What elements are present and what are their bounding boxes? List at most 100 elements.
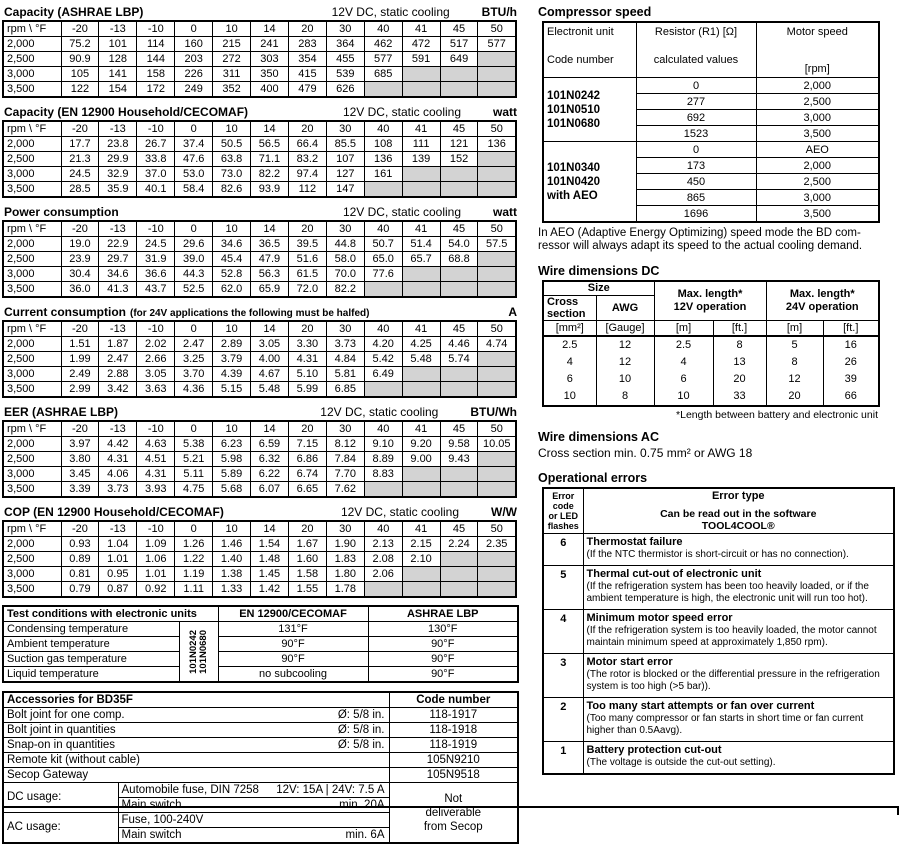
- value-cell: 649: [439, 51, 479, 67]
- speed-value: 3,500: [755, 205, 880, 223]
- table-row: Bolt joint in quantities Ø: 5/8 in. 118-19…: [2, 722, 519, 738]
- item-name: Secop Gateway: [7, 768, 89, 781]
- shaded-cell: [401, 481, 441, 498]
- data-grid: rpm \ °F -20 -13 -10 0 10 14 20 30 40 41 45 50 2,000 1…: [2, 220, 517, 298]
- value-cell: 5.21: [174, 451, 214, 467]
- col-header: 0: [174, 20, 214, 37]
- table-row: 10 8 10 33 20 66: [542, 388, 880, 406]
- error-name: Thermostat failure: [586, 536, 683, 548]
- table-unit: A: [508, 305, 517, 319]
- row-label: 2,000: [2, 136, 62, 152]
- table-row: 3,500 3.39 3.73 3.93 4.75 5.68 6.07 6.65 7.62: [2, 481, 517, 498]
- value-cell: 29.7: [98, 251, 138, 267]
- value-cell: 1.40: [212, 551, 252, 567]
- shaded-cell: [439, 481, 479, 498]
- value-cell: 6.86: [287, 451, 327, 467]
- item-code: 118-1918: [388, 722, 519, 738]
- value-cell: 141: [98, 66, 138, 82]
- row-label: 3,500: [2, 481, 62, 498]
- value-cell: 1.19: [174, 566, 214, 582]
- col-header: 14: [250, 420, 289, 437]
- col-header: 20: [287, 220, 327, 237]
- error-type-title: Error type: [711, 490, 765, 502]
- value-cell: 23.9: [60, 251, 100, 267]
- value-cell: 33.8: [136, 151, 176, 167]
- table-row: 3,000 105 141 158 226 311 350 415 539 685: [2, 66, 517, 82]
- row-label: Ambient temperature: [2, 636, 180, 652]
- col-header: 10: [212, 20, 252, 37]
- value-cell: 82.2: [325, 281, 365, 298]
- value-cell: 1.09: [136, 536, 176, 552]
- aeo-note: In AEO (Adaptive Energy Optimizing) spee…: [538, 227, 899, 253]
- table-row: 2,500 3.80 4.31 4.51 5.21 5.98 6.32 6.86 7.84 8.8…: [2, 451, 517, 467]
- col-header: 20: [287, 420, 327, 437]
- value-cell: 35.9: [98, 181, 138, 198]
- header-row: Accessories for BD35F Code number: [2, 691, 519, 708]
- unit-cell: [ft.]: [712, 320, 767, 337]
- value-cell: 226: [174, 66, 214, 82]
- value-cell: 8: [712, 336, 767, 354]
- table-row: 2,500 90.9 128 144 203 272 303 354 455 577 591 649: [2, 51, 517, 67]
- col-header: 50: [477, 520, 517, 537]
- value-cell: 73.0: [212, 166, 252, 182]
- value-cell: 4.42: [98, 436, 138, 452]
- value-cell: 4.67: [250, 366, 289, 382]
- row-label: Suction gas temperature: [2, 651, 180, 667]
- operational-errors-table: Error code or LED flashes Error type Can b…: [542, 487, 899, 775]
- value-cell: 111: [401, 136, 441, 152]
- header-line: Motor speed: [786, 26, 848, 38]
- value-cell: 283: [287, 36, 327, 52]
- error-description: (The voltage is outside the cut-out sett…: [586, 757, 776, 768]
- value-cell: 1.80: [325, 566, 365, 582]
- table-row: 277 2,500: [543, 93, 880, 110]
- table-capacity-ashrae: Capacity (ASHRAE LBP) 12V DC, static cool…: [2, 5, 517, 98]
- value-cell: 17.7: [60, 136, 100, 152]
- value-cell: 71.1: [250, 151, 289, 167]
- value-cell: 6.74: [287, 466, 327, 482]
- value-cell: 2.88: [98, 366, 138, 382]
- value-cell: 6.49: [363, 366, 403, 382]
- resistor-value: 277: [635, 93, 757, 110]
- shaded-cell: [477, 281, 517, 298]
- resistor-value: 692: [635, 109, 757, 126]
- row-label: 2,000: [2, 236, 62, 252]
- value-cell: 1.60: [287, 551, 327, 567]
- table-row: 2,500 1.99 2.47 2.66 3.25 3.79 4.00 4.31 4.84 5.4…: [2, 351, 517, 367]
- value-cell: 1.78: [325, 581, 365, 598]
- table-row: Liquid temperature no subcooling 90°F: [2, 666, 519, 683]
- item-size: Ø: 5/8 in.: [337, 738, 385, 751]
- col-header: -20: [60, 20, 100, 37]
- value-cell: 2.89: [212, 336, 252, 352]
- item-cell: Bolt joint for one comp. Ø: 5/8 in.: [2, 707, 390, 723]
- value-cell: 57.5: [477, 236, 517, 252]
- value-cell: 5.48: [250, 381, 289, 398]
- value-cell: 3.63: [136, 381, 176, 398]
- col-header: 0: [174, 220, 214, 237]
- value-cell: 5.11: [174, 466, 214, 482]
- value-cell: 3.05: [250, 336, 289, 352]
- col-header: 50: [477, 20, 517, 37]
- table-title-right: 12V DC, static cooling watt: [343, 205, 517, 219]
- error-description: (Too many compressor or fan starts in sh…: [586, 713, 864, 736]
- col-header: 0: [174, 420, 214, 437]
- error-code: 4: [542, 609, 584, 654]
- col-header: 30: [325, 520, 365, 537]
- value-cell: 4.31: [136, 466, 176, 482]
- table-row: 2,000 17.7 23.8 26.7 37.4 50.5 56.5 66.4 85.5 108…: [2, 136, 517, 152]
- value-cell: 12: [595, 354, 655, 371]
- value-cell: 7.62: [325, 481, 365, 498]
- item-cell: Bolt joint in quantities Ø: 5/8 in.: [2, 722, 390, 738]
- value-cell: 3.70: [174, 366, 214, 382]
- value-cell: 172: [136, 81, 176, 98]
- value-cell: 72.0: [287, 281, 327, 298]
- header-row: Test conditions with electronic units EN …: [2, 605, 519, 622]
- shaded-cell: [439, 566, 479, 582]
- error-description: (If the refrigeration system is too heav…: [586, 625, 877, 648]
- table-title-row: Capacity (ASHRAE LBP) 12V DC, static cool…: [2, 5, 517, 20]
- value-cell: 203: [174, 51, 214, 67]
- table-row: 2,000 75.2 101 114 160 215 241 283 364 462 472 517 5…: [2, 36, 517, 52]
- value-cell: 2.06: [363, 566, 403, 582]
- table-title-note: (for 24V applications the following must…: [130, 308, 370, 319]
- value-cell: 1.45: [250, 566, 289, 582]
- value-cell: 70.0: [325, 266, 365, 282]
